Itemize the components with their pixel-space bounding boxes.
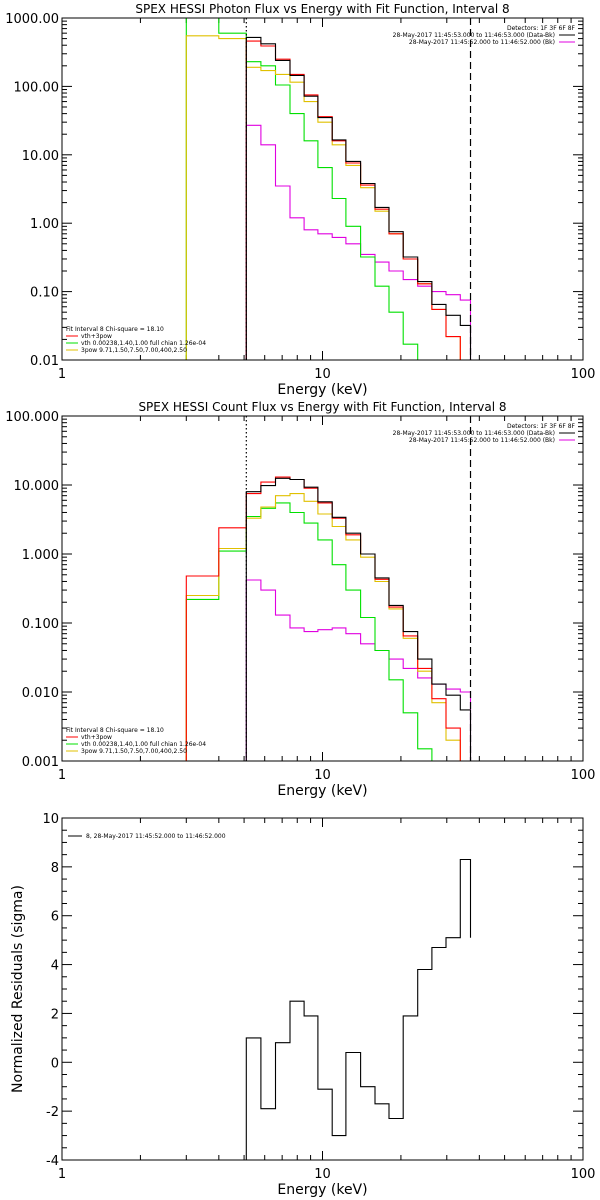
plot-area — [185, 476, 472, 761]
x-tick-label: 10 — [314, 768, 331, 783]
series-observed — [245, 858, 472, 1160]
y-tick-label: 10 — [42, 812, 59, 827]
series-powerlaw — [185, 493, 471, 761]
y-tick-label: 0.01 — [30, 354, 59, 369]
series-thermal — [185, 18, 471, 360]
legend-entry-text: 3pow 9.71,1.50,7.50,7.00,400,2.50 — [81, 748, 187, 755]
x-tick-label: 1 — [58, 367, 66, 382]
chart-title: SPEX HESSI Count Flux vs Energy with Fit… — [138, 400, 506, 414]
series-background — [245, 579, 472, 761]
legend-entry-text: Fit Interval 8 Chi-square = 18.10 — [66, 326, 164, 333]
chart-1: SPEX HESSI Photon Flux vs Energy with Fi… — [5, 2, 595, 398]
chart-title: SPEX HESSI Photon Flux vs Energy with Fi… — [135, 2, 509, 16]
y-tick-label: 100.00 — [14, 80, 60, 95]
y-tick-label: 4 — [51, 959, 59, 974]
y-tick-label: 0 — [51, 1056, 59, 1071]
y-tick-label: 0.001 — [22, 755, 59, 770]
y-tick-label: 10.000 — [14, 479, 60, 494]
legend-entry-text: Detectors: 1F 3F 6F 8F — [507, 25, 576, 32]
y-axis-label: Normalized Residuals (sigma) — [10, 885, 26, 1093]
legend-entry-text: Detectors: 1F 3F 6F 8F — [507, 423, 576, 430]
x-tick-label: 10 — [314, 367, 331, 382]
series-total — [245, 40, 471, 360]
x-axis-label: Energy (keV) — [277, 1182, 367, 1198]
x-axis-label: Energy (keV) — [277, 783, 367, 799]
y-tick-label: 0.010 — [22, 686, 59, 701]
x-axis-label: Energy (keV) — [277, 382, 367, 398]
y-tick-label: 2 — [51, 1007, 59, 1022]
legend: 8, 28-May-2017 11:45:52.000 to 11:46:52.… — [68, 833, 226, 840]
legend-entry-text: Fit Interval 8 Chi-square = 18.10 — [66, 727, 164, 734]
y-tick-label: 6 — [51, 910, 59, 925]
legend-entry-text: 28-May-2017 11:45:52.000 to 11:46:52.000… — [409, 437, 555, 444]
legend-entry-text: vth 0.00238,1.40,1.00 full chian 1.26e-0… — [81, 340, 206, 347]
legend-bottom-left: Fit Interval 8 Chi-square = 18.10vth+3po… — [66, 727, 206, 755]
legend-entry-text: 3pow 9.71,1.50,7.50,7.00,400,2.50 — [81, 347, 187, 354]
y-tick-label: 10.00 — [22, 149, 59, 164]
series-observed — [245, 36, 472, 360]
legend-entry-text: 28-May-2017 11:45:52.000 to 11:46:52.000… — [409, 39, 555, 46]
y-tick-label: -4 — [46, 1154, 59, 1169]
y-tick-label: 1.00 — [30, 217, 59, 232]
plot-area — [245, 858, 472, 1160]
y-tick-label: 0.100 — [22, 617, 59, 632]
plot-frame — [61, 817, 584, 1161]
x-tick-label: 10 — [314, 1167, 331, 1182]
legend-entry-text: vth 0.00238,1.40,1.00 full chian 1.26e-0… — [81, 741, 206, 748]
series-background — [245, 124, 472, 360]
series-thermal — [185, 502, 471, 761]
y-tick-label: 100.000 — [5, 410, 59, 425]
plot-frame — [61, 17, 584, 361]
series-total — [185, 476, 471, 761]
series-observed — [245, 477, 472, 761]
chart-2: SPEX HESSI Count Flux vs Energy with Fit… — [5, 400, 595, 799]
plot-area — [185, 18, 472, 360]
legend-entry-text: 8, 28-May-2017 11:45:52.000 to 11:46:52.… — [86, 833, 226, 840]
legend-entry-text: vth+3pow — [81, 734, 112, 741]
legend-bottom-left: Fit Interval 8 Chi-square = 18.10vth+3po… — [66, 326, 206, 354]
series-powerlaw — [185, 35, 471, 360]
x-tick-label: 100 — [571, 768, 596, 783]
x-tick-label: 100 — [571, 367, 596, 382]
x-tick-label: 1 — [58, 1167, 66, 1182]
y-tick-label: 1.000 — [22, 548, 59, 563]
x-tick-label: 100 — [571, 1167, 596, 1182]
y-tick-label: 8 — [51, 861, 59, 876]
y-tick-label: -2 — [46, 1105, 59, 1120]
legend-entry-text: 28-May-2017 11:45:53.000 to 11:46:53.000… — [393, 430, 555, 437]
x-tick-label: 1 — [58, 768, 66, 783]
y-tick-label: 1000.00 — [5, 12, 59, 27]
legend-entry-text: 28-May-2017 11:45:53.000 to 11:46:53.000… — [393, 32, 555, 39]
y-tick-label: 0.10 — [30, 286, 59, 301]
plot-frame — [61, 415, 584, 762]
legend-entry-text: vth+3pow — [81, 333, 112, 340]
